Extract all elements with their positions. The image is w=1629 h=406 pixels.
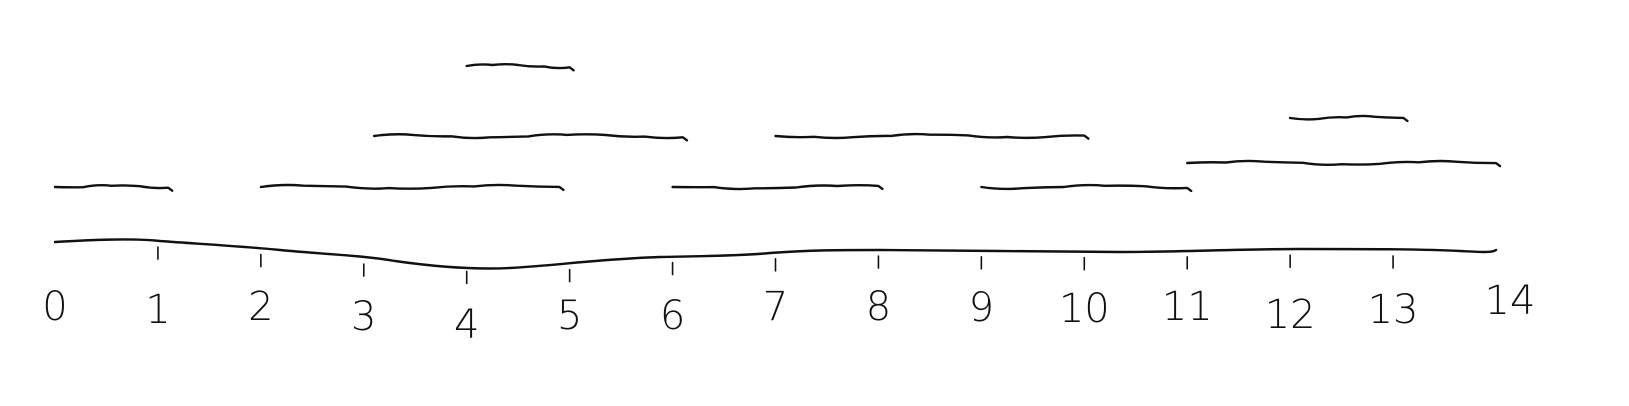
interval-7-10 — [774, 132, 1090, 140]
axis-label-6: 6 — [660, 293, 685, 339]
axis-ticks — [157, 246, 1394, 285]
axis-label-13: 13 — [1368, 287, 1419, 333]
interval-11-14 — [1186, 159, 1502, 168]
interval-9-11 — [980, 183, 1193, 193]
axis-label-5: 5 — [557, 293, 582, 339]
axis-label-0: 0 — [42, 284, 67, 330]
axis-label-11: 11 — [1162, 284, 1213, 330]
timeline-axis — [53, 238, 1498, 270]
interval-segments — [53, 63, 1502, 193]
interval-0-1.1 — [53, 184, 174, 192]
interval-12-13.1 — [1288, 114, 1409, 123]
axis-label-8: 8 — [866, 284, 891, 330]
axis-label-10: 10 — [1059, 286, 1110, 332]
interval-6-8 — [671, 183, 884, 191]
axis-label-14: 14 — [1485, 278, 1536, 324]
interval-4-5 — [465, 63, 575, 72]
axis-label-3: 3 — [351, 294, 376, 340]
axis-label-9: 9 — [969, 285, 994, 331]
axis-label-4: 4 — [454, 302, 479, 348]
axis-labels: 0 1 2 3 4 5 6 7 8 9 10 11 12 13 14 — [42, 278, 1535, 348]
axis-label-2: 2 — [248, 284, 273, 330]
interval-2-4.9 — [259, 183, 565, 192]
axis-label-12: 12 — [1265, 292, 1316, 338]
axis-label-7: 7 — [763, 284, 788, 330]
axis-label-1: 1 — [145, 287, 170, 333]
interval-3.1-6.1 — [372, 133, 689, 142]
